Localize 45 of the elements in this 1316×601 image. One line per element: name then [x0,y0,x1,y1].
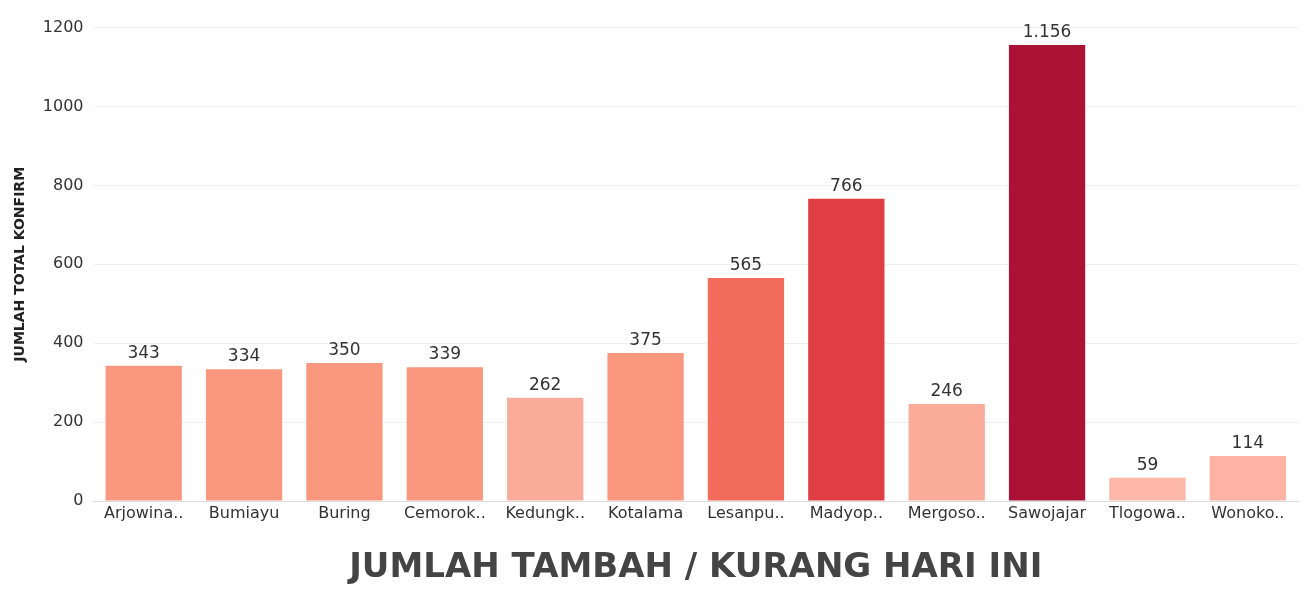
data-label: 339 [428,343,462,364]
x-tick-label: Madyop.. [809,502,883,522]
bar [406,367,483,501]
x-tick-label: Kotalama [607,502,684,522]
x-tick-label: Mergoso.. [907,502,986,522]
y-tick-label: 800 [52,174,84,194]
bar [105,365,182,501]
x-tick-label: Wonoko.. [1211,502,1285,522]
bar [808,198,885,501]
x-tick-label: Lesanpu.. [707,502,785,522]
data-label: 565 [729,254,763,275]
y-tick-label: 200 [52,411,84,431]
y-tick-label: 400 [52,332,84,352]
data-label: 246 [930,379,963,400]
bar [707,278,785,501]
data-label: 1.156 [1022,20,1072,41]
x-tick-label: Kedungk.. [505,502,585,522]
data-label: 350 [328,338,361,359]
bar [607,353,684,501]
data-label: 262 [528,373,562,394]
data-label: 375 [629,328,662,349]
data-label: 766 [830,174,863,195]
y-tick-label: 600 [52,253,84,273]
data-label: 114 [1231,431,1265,452]
x-tick-label: Arjowina.. [104,502,184,522]
bar [908,403,985,501]
x-tick-label: Sawojajar [1008,502,1087,522]
bar [1008,44,1086,501]
x-tick-label: Buring [318,502,371,522]
x-axis-title: JUMLAH TAMBAH / KURANG HARI INI [347,545,1043,586]
y-tick-label: 0 [73,490,84,510]
data-label: 343 [127,341,160,362]
y-axis-title: JUMLAH TOTAL KONFIRM [11,166,28,363]
x-tick-label: Cemorok.. [403,502,486,522]
y-tick-label: 1200 [42,16,84,36]
y-tick-label: 1000 [42,95,84,115]
bar [507,397,584,501]
bar [205,369,283,501]
x-tick-label: Tlogowa.. [1107,502,1186,522]
data-label: 334 [227,345,261,366]
bar [1209,456,1286,501]
data-label: 59 [1136,453,1159,474]
bar [1109,477,1186,501]
x-tick-label: Bumiayu [208,502,280,522]
bar [306,362,383,501]
